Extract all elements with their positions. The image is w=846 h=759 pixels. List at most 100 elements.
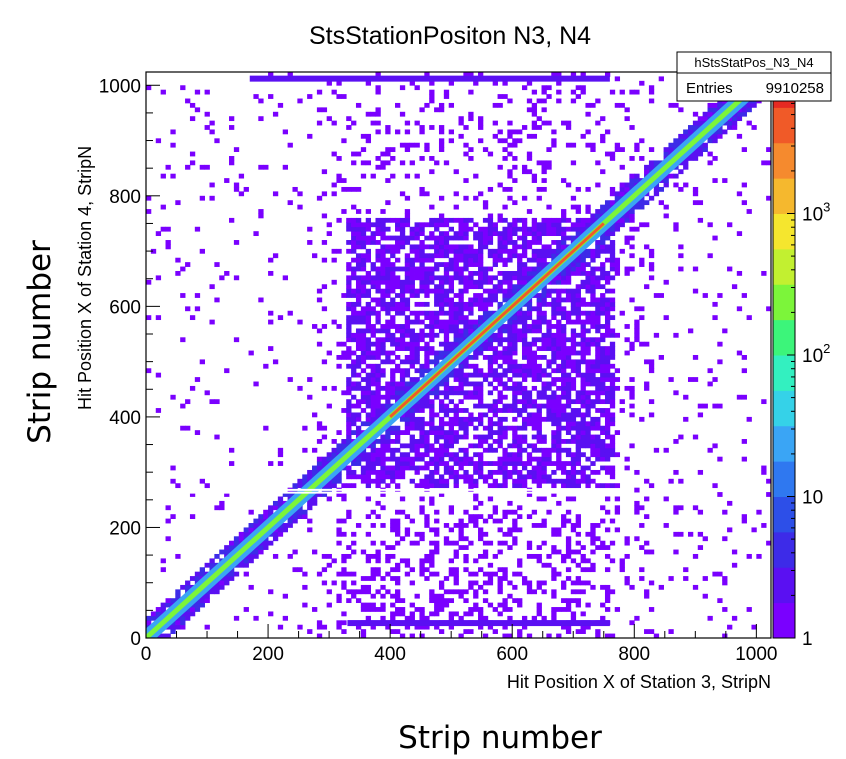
- heatmap-cell: [453, 270, 459, 276]
- heatmap-cell: [722, 607, 728, 612]
- heatmap-cell: [570, 337, 577, 343]
- heatmap-cell: [575, 217, 581, 223]
- heatmap-cell: [448, 275, 455, 281]
- heatmap-cell: [385, 465, 391, 471]
- heatmap-cell: [185, 399, 191, 405]
- heatmap-cell: [541, 160, 547, 166]
- heatmap-cell: [365, 381, 372, 387]
- heatmap-cell: [419, 337, 425, 343]
- heatmap-cell: [351, 310, 357, 316]
- heatmap-cell: [375, 372, 381, 378]
- heatmap-cell: [517, 138, 523, 144]
- heatmap-cell: [468, 319, 474, 325]
- heatmap-cell: [482, 355, 489, 360]
- heatmap-cell: [233, 571, 240, 577]
- heatmap-cell: [360, 235, 367, 241]
- heatmap-cell: [224, 545, 230, 550]
- heatmap-cell: [380, 160, 386, 166]
- heatmap-cell: [521, 244, 528, 250]
- heatmap-cell: [473, 390, 479, 396]
- heatmap-cell: [443, 244, 450, 250]
- heatmap-cell: [438, 288, 445, 294]
- heatmap-cell: [370, 408, 376, 413]
- heatmap-cell: [365, 461, 372, 466]
- heatmap-cell: [463, 319, 469, 325]
- heatmap-cell: [453, 474, 459, 480]
- heatmap-cell: [326, 483, 332, 489]
- heatmap-cell: [731, 125, 738, 130]
- heatmap-cell: [204, 562, 210, 568]
- heatmap-cell: [321, 257, 328, 263]
- heatmap-cell: [390, 385, 396, 391]
- heatmap-cell: [673, 505, 679, 511]
- heatmap-cell: [497, 469, 503, 475]
- heatmap-cell: [497, 465, 503, 471]
- heatmap-cell: [478, 474, 484, 480]
- heatmap-cell: [531, 89, 538, 95]
- heatmap-cell: [551, 222, 557, 228]
- heatmap-cell: [351, 430, 357, 435]
- heatmap-cell: [639, 505, 645, 511]
- heatmap-cell: [590, 284, 596, 290]
- heatmap-cell: [634, 337, 640, 343]
- heatmap-cell: [404, 359, 411, 365]
- heatmap-cell: [526, 359, 533, 365]
- heatmap-cell: [717, 133, 723, 139]
- heatmap-cell: [521, 275, 528, 281]
- heatmap-cell: [385, 439, 391, 444]
- heatmap-cell: [399, 293, 406, 298]
- heatmap-cell: [600, 116, 606, 122]
- heatmap-cell: [468, 518, 474, 524]
- heatmap-cell: [570, 496, 577, 502]
- heatmap-cell: [482, 297, 489, 303]
- heatmap-cell: [165, 226, 171, 232]
- heatmap-cell: [453, 368, 459, 374]
- heatmap-cell: [390, 275, 396, 281]
- heatmap-cell: [404, 209, 411, 214]
- heatmap-cell: [463, 288, 469, 294]
- heatmap-cell: [546, 381, 552, 387]
- heatmap-cell: [585, 399, 591, 405]
- heatmap-cell: [482, 531, 489, 537]
- heatmap-cell: [507, 350, 513, 356]
- heatmap-cell: [653, 293, 660, 298]
- heatmap-cell: [443, 275, 450, 281]
- heatmap-cell: [585, 204, 591, 210]
- heatmap-cell: [346, 553, 352, 559]
- heatmap-cell: [355, 589, 362, 595]
- heatmap-cell: [434, 248, 440, 254]
- heatmap-cell: [580, 624, 586, 630]
- heatmap-cell: [604, 328, 611, 334]
- heatmap-cell: [556, 319, 562, 325]
- color-scale-bin: [773, 213, 795, 250]
- heatmap-cell: [385, 235, 391, 241]
- heatmap-cell: [438, 425, 445, 431]
- heatmap-cell: [551, 324, 557, 329]
- heatmap-cell: [360, 385, 367, 391]
- heatmap-cell: [658, 584, 664, 590]
- heatmap-cell: [531, 421, 538, 427]
- heatmap-cell: [429, 496, 435, 502]
- heatmap-cell: [326, 222, 332, 228]
- heatmap-cell: [419, 284, 425, 290]
- heatmap-cell: [521, 248, 528, 254]
- heatmap-cell: [404, 195, 411, 201]
- heatmap-cell: [692, 584, 699, 590]
- heatmap-cell: [453, 324, 459, 329]
- heatmap-cell: [590, 288, 596, 294]
- heatmap-cell: [541, 474, 547, 480]
- heatmap-cell: [590, 297, 596, 303]
- heatmap-cell: [497, 253, 503, 259]
- heatmap-cell: [453, 452, 459, 458]
- heatmap-cell: [468, 540, 474, 546]
- heatmap-cell: [551, 341, 557, 347]
- heatmap-cell: [380, 540, 386, 546]
- heatmap-cell: [355, 293, 362, 298]
- heatmap-cell: [219, 580, 225, 586]
- heatmap-cell: [585, 279, 591, 285]
- heatmap-cell: [561, 465, 567, 471]
- heatmap-cell: [390, 173, 396, 179]
- heatmap-cell: [502, 531, 508, 537]
- heatmap-cell: [438, 275, 445, 281]
- heatmap-cell: [526, 350, 533, 356]
